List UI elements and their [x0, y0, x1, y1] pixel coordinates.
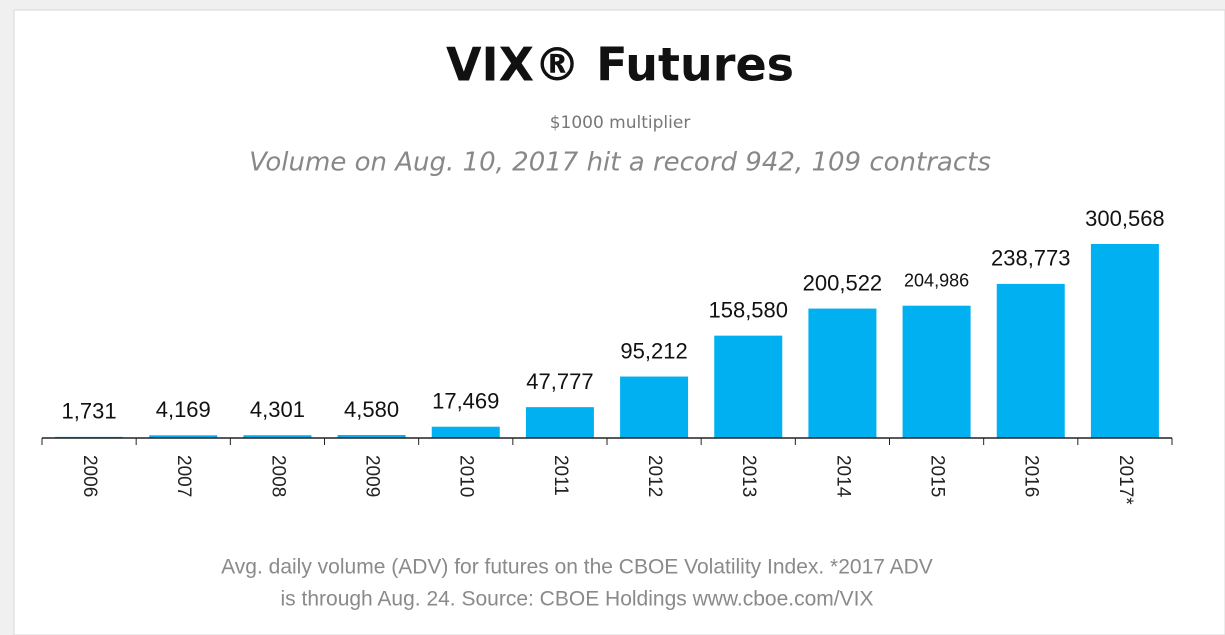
- bar: [337, 435, 406, 438]
- bar: [714, 335, 783, 438]
- bar: [525, 407, 594, 438]
- bar: [808, 308, 877, 438]
- bar: [1090, 244, 1159, 438]
- annotation: Volume on Aug. 10, 2017 hit a record 942…: [249, 148, 991, 178]
- value-label: 4,580: [344, 397, 399, 422]
- value-label: 200,522: [803, 270, 883, 295]
- value-label: 95,212: [620, 338, 687, 363]
- chart-title: VIX® Futures: [446, 38, 794, 92]
- x-tick-label: 2009: [362, 455, 383, 497]
- value-label: 238,773: [991, 246, 1071, 271]
- bar: [243, 435, 312, 438]
- x-tick-label: 2006: [79, 455, 100, 497]
- bar: [620, 376, 689, 438]
- x-tick-label: 2013: [738, 455, 759, 497]
- value-label: 17,469: [432, 389, 499, 414]
- bar: [996, 283, 1065, 438]
- x-tick-label: 2012: [644, 455, 665, 497]
- value-label: 4,301: [250, 397, 305, 422]
- value-label: 300,568: [1085, 206, 1165, 231]
- footnote: Avg. daily volume (ADV) for futures on t…: [221, 556, 933, 579]
- value-label: 1,731: [62, 399, 117, 424]
- x-tick-label: 2007: [173, 455, 194, 497]
- x-tick-label: 2017*: [1115, 455, 1136, 505]
- x-tick-label: 2015: [927, 455, 948, 497]
- footnote: is through Aug. 24. Source: CBOE Holding…: [281, 588, 874, 611]
- x-tick-label: 2008: [267, 455, 288, 497]
- x-tick-label: 2011: [550, 455, 571, 496]
- bar: [902, 305, 971, 438]
- x-tick-label: 2010: [456, 455, 477, 497]
- x-tick-label: 2016: [1021, 455, 1042, 497]
- subtitle: $1000 multiplier: [550, 113, 691, 133]
- bar: [431, 426, 500, 438]
- value-label: 4,169: [156, 397, 211, 422]
- value-label: 47,777: [526, 369, 593, 394]
- value-label: 158,580: [708, 297, 788, 322]
- x-tick-label: 2014: [832, 455, 853, 498]
- bar: [149, 435, 218, 438]
- value-label: 204,986: [904, 270, 969, 290]
